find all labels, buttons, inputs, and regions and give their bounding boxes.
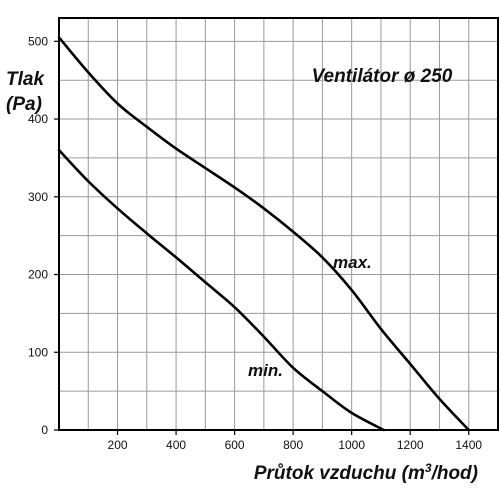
x-axis-title-main: Průtok vzduchu (m <box>254 463 425 484</box>
plot-frame <box>58 17 499 431</box>
y-axis-title-line1: Tlak <box>6 69 45 90</box>
x-tick-label: 200 <box>108 438 128 452</box>
series-line-min <box>57 148 386 432</box>
y-tick-label: 400 <box>28 112 48 126</box>
series-lines <box>57 36 471 432</box>
x-tick-label: 600 <box>225 438 245 452</box>
grid-lines <box>59 18 498 430</box>
x-tick-label: 400 <box>166 438 186 452</box>
y-tick-label: 0 <box>41 423 48 437</box>
tick-marks <box>54 40 470 435</box>
y-tick-label: 200 <box>28 268 48 282</box>
x-tick-labels: 200 400 600 800 1000 1200 1400 <box>108 438 483 452</box>
x-tick-label: 1400 <box>455 438 482 452</box>
y-tick-label: 500 <box>28 34 48 48</box>
x-tick-label: 1200 <box>397 438 424 452</box>
chart-title: Ventilátor ø 250 <box>312 66 453 87</box>
y-axis-title-line2: (Pa) <box>6 94 42 115</box>
series-label-max: max. <box>333 253 372 272</box>
x-axis-title-tail: /hod) <box>431 463 478 484</box>
y-tick-labels: 0 100 200 300 400 500 <box>28 34 48 437</box>
y-tick-label: 100 <box>28 345 48 359</box>
series-label-min: min. <box>248 361 283 380</box>
x-tick-label: 1000 <box>338 438 365 452</box>
x-axis-title-superscript: 3 <box>425 461 432 475</box>
x-tick-label: 800 <box>283 438 303 452</box>
x-axis-title: Průtok vzduchu (m3/hod) <box>254 461 478 484</box>
series-line-max <box>57 36 471 432</box>
y-tick-label: 300 <box>28 190 48 204</box>
